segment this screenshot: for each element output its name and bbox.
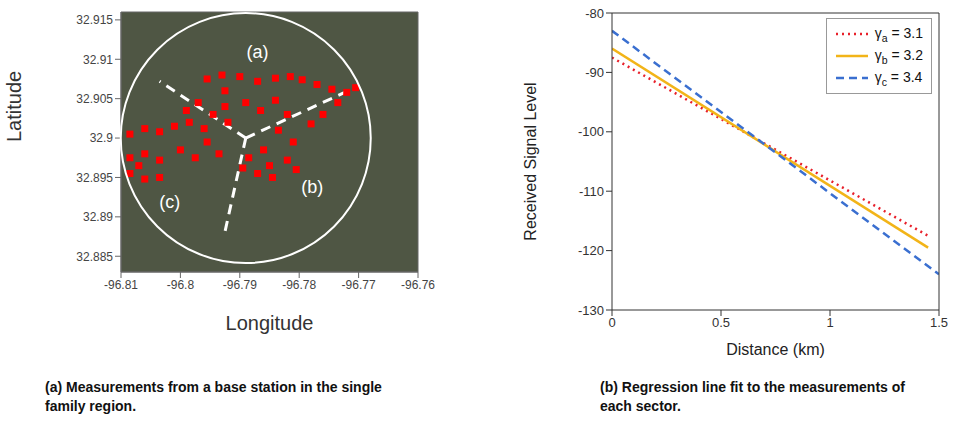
svg-text:-130: -130: [578, 303, 604, 318]
svg-text:-96.78: -96.78: [282, 278, 316, 292]
svg-text:-120: -120: [578, 243, 604, 258]
svg-text:0.5: 0.5: [712, 315, 730, 330]
svg-text:(b): (b): [301, 177, 323, 197]
svg-text:32.89: 32.89: [83, 210, 113, 224]
svg-text:32.915: 32.915: [76, 13, 113, 27]
svg-text:32.905: 32.905: [76, 92, 113, 106]
html-text:(a) Measurements from a base s: (a) Measurements from a base station in …: [45, 379, 382, 414]
svg-text:1.5: 1.5: [930, 315, 948, 330]
svg-text:1: 1: [826, 315, 833, 330]
svg-text:-80: -80: [585, 6, 604, 21]
html-text:(b) Regression line fit to the: (b) Regression line fit to the measureme…: [600, 379, 905, 414]
svg-text:-96.79: -96.79: [223, 278, 257, 292]
html-text:γa= 3.1: γa= 3.1: [874, 24, 923, 44]
svg-text:-96.81: -96.81: [104, 278, 138, 292]
svg-text:-96.76: -96.76: [401, 278, 435, 292]
svg-text:-90: -90: [585, 65, 604, 80]
svg-text:(a): (a): [247, 42, 269, 62]
svg-text:32.91: 32.91: [83, 53, 113, 67]
svg-text:-100: -100: [578, 124, 604, 139]
svg-text:32.895: 32.895: [76, 171, 113, 185]
svg-text:Distance (km): Distance (km): [726, 341, 825, 358]
svg-text:-110: -110: [579, 184, 604, 199]
svg-text:-96.77: -96.77: [342, 278, 376, 292]
svg-text:0: 0: [608, 315, 615, 330]
html-text:γb= 3.2: γb= 3.2: [874, 46, 923, 66]
svg-text:(c): (c): [159, 192, 180, 212]
html-text:γc= 3.4: γc= 3.4: [874, 68, 923, 88]
svg-text:Latitude: Latitude: [3, 71, 25, 142]
svg-text:Longitude: Longitude: [226, 312, 314, 334]
svg-text:32.9: 32.9: [90, 131, 114, 145]
svg-text:-96.8: -96.8: [167, 278, 195, 292]
svg-text:Received Signal Level: Received Signal Level: [522, 82, 539, 240]
svg-text:32.885: 32.885: [76, 250, 113, 264]
